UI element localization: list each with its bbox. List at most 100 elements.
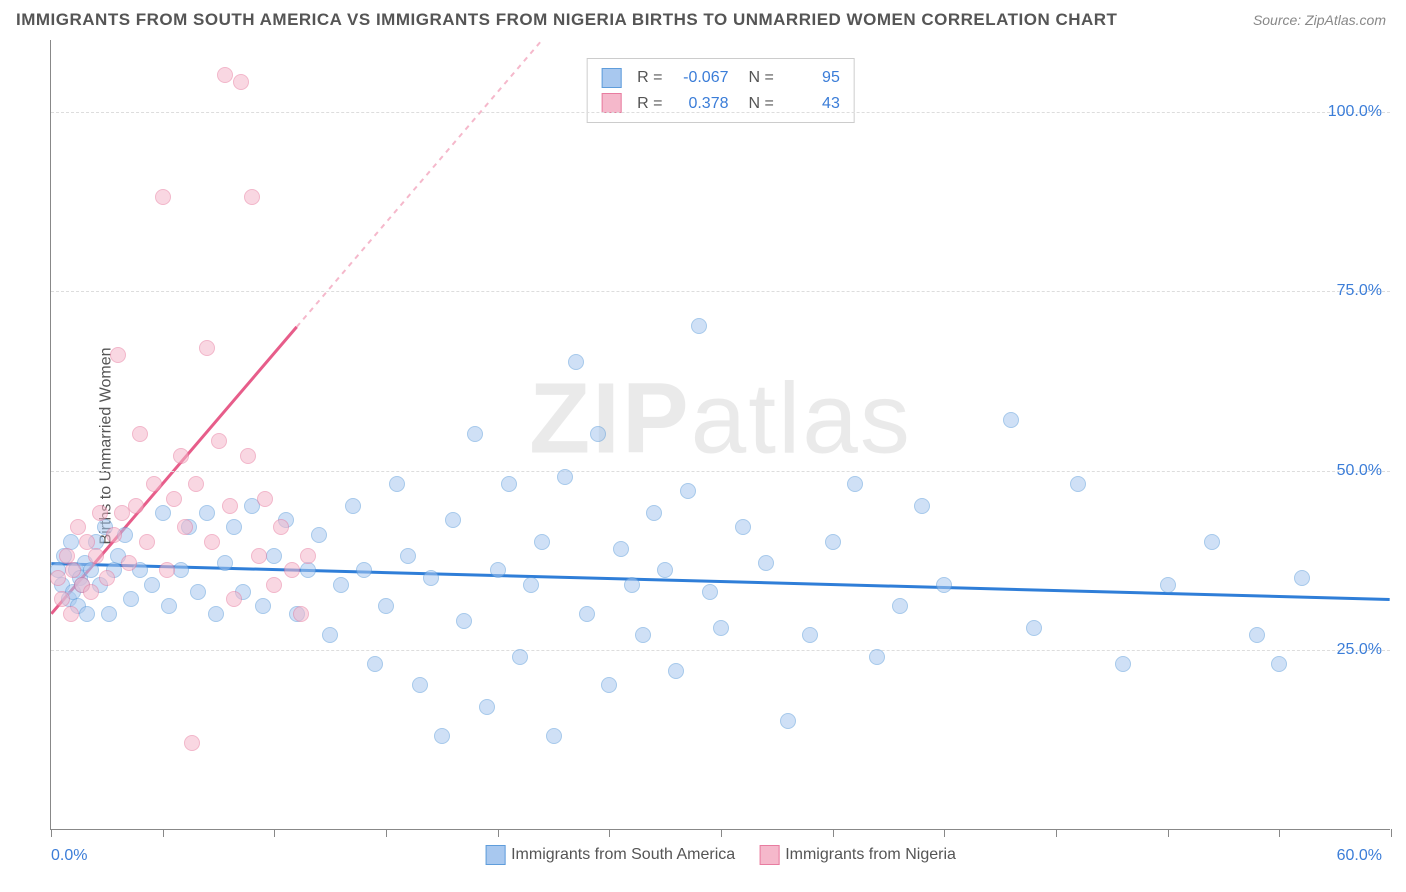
data-point [177,519,193,535]
data-point [512,649,528,665]
x-tick [386,829,387,837]
x-tick [1391,829,1392,837]
data-point [83,562,99,578]
legend-row: R =-0.067N =95 [601,65,840,91]
legend-r-value: -0.067 [673,65,729,91]
data-point [400,548,416,564]
data-point [590,426,606,442]
data-point [1070,476,1086,492]
source-attribution: Source: ZipAtlas.com [1253,12,1386,28]
x-tick [944,829,945,837]
data-point [613,541,629,557]
legend-n-value: 95 [784,65,840,91]
data-point [273,519,289,535]
data-point [345,498,361,514]
data-point [847,476,863,492]
data-point [70,519,86,535]
watermark: ZIPatlas [529,361,912,476]
data-point [99,570,115,586]
data-point [780,713,796,729]
data-point [758,555,774,571]
data-point [546,728,562,744]
data-point [161,598,177,614]
data-point [217,67,233,83]
x-axis-min-label: 0.0% [51,847,87,865]
x-tick [1279,829,1280,837]
data-point [244,189,260,205]
x-axis-max-label: 60.0% [1337,847,1382,865]
data-point [128,498,144,514]
data-point [79,534,95,550]
data-point [222,498,238,514]
data-point [121,555,137,571]
data-point [63,606,79,622]
legend-label: Immigrants from Nigeria [785,846,956,863]
data-point [159,562,175,578]
chart-title: IMMIGRANTS FROM SOUTH AMERICA VS IMMIGRA… [16,10,1117,30]
data-point [65,562,81,578]
data-point [79,606,95,622]
data-point [211,433,227,449]
data-point [106,527,122,543]
data-point [333,577,349,593]
data-point [266,548,282,564]
data-point [657,562,673,578]
legend-n-label: N = [749,65,774,91]
x-tick [721,829,722,837]
trend-line [51,564,1389,600]
data-point [255,598,271,614]
legend-swatch [601,93,621,113]
watermark-atlas: atlas [691,362,912,474]
data-point [311,527,327,543]
y-tick-label: 75.0% [1337,282,1382,300]
trend-lines [51,40,1390,829]
data-point [646,505,662,521]
data-point [266,577,282,593]
data-point [92,505,108,521]
y-tick-label: 25.0% [1337,641,1382,659]
data-point [88,548,104,564]
data-point [936,577,952,593]
data-point [456,613,472,629]
data-point [479,699,495,715]
data-point [579,606,595,622]
x-tick [274,829,275,837]
legend-label: Immigrants from South America [511,846,735,863]
data-point [83,584,99,600]
data-point [123,591,139,607]
data-point [423,570,439,586]
data-point [199,340,215,356]
data-point [240,448,256,464]
legend-swatch [601,68,621,88]
data-point [1204,534,1220,550]
data-point [144,577,160,593]
series-legend: Immigrants from South America Immigrants … [485,845,956,865]
data-point [132,426,148,442]
y-tick-label: 100.0% [1328,103,1382,121]
data-point [184,735,200,751]
data-point [892,598,908,614]
legend-item: Immigrants from South America [485,845,735,865]
data-point [50,570,66,586]
data-point [251,548,267,564]
data-point [490,562,506,578]
gridline [51,471,1390,472]
data-point [1271,656,1287,672]
data-point [367,656,383,672]
data-point [501,476,517,492]
data-point [1160,577,1176,593]
data-point [1026,620,1042,636]
data-point [680,483,696,499]
data-point [110,347,126,363]
data-point [568,354,584,370]
gridline [51,291,1390,292]
data-point [434,728,450,744]
data-point [146,476,162,492]
x-tick [163,829,164,837]
data-point [190,584,206,600]
data-point [257,491,273,507]
data-point [166,491,182,507]
data-point [155,505,171,521]
legend-swatch [485,845,505,865]
data-point [208,606,224,622]
